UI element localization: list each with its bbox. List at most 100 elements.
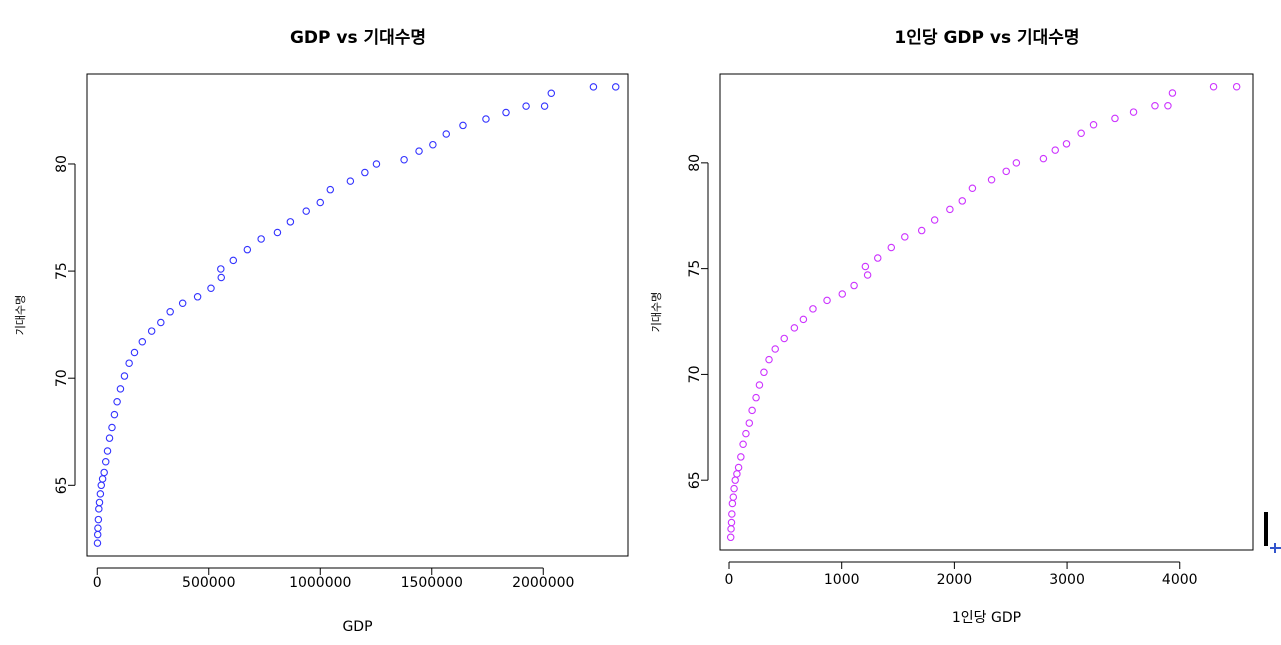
data-point	[193, 293, 202, 301]
data-point	[100, 468, 108, 477]
x-tick-label: 4000	[1162, 572, 1198, 588]
data-point	[125, 359, 133, 367]
data-point	[739, 440, 747, 448]
data-point	[771, 345, 779, 353]
data-point	[482, 115, 490, 123]
data-point	[94, 524, 102, 532]
data-point	[302, 207, 310, 215]
data-point	[273, 228, 282, 237]
data-point	[243, 245, 252, 254]
data-point	[887, 243, 896, 252]
data-point	[823, 296, 831, 305]
data-point	[958, 197, 967, 205]
data-point	[101, 457, 110, 466]
data-point	[400, 155, 408, 164]
data-point	[1051, 146, 1059, 154]
x-tick-label: 1000000	[289, 575, 351, 591]
data-point	[987, 176, 996, 184]
y-tick-label: 70	[54, 369, 70, 387]
data-point	[97, 481, 106, 490]
x-tick-label: 0	[725, 572, 734, 588]
data-point	[748, 406, 756, 415]
data-point	[930, 216, 939, 224]
data-point	[147, 327, 156, 335]
data-point	[809, 305, 817, 313]
plot-frame	[86, 73, 629, 557]
data-series	[93, 83, 620, 547]
x-tick-label: 2000000	[512, 575, 574, 591]
data-point	[429, 140, 437, 149]
data-point	[727, 525, 735, 533]
data-point	[1168, 89, 1177, 97]
data-point	[728, 510, 736, 518]
chart-title: 1인당 GDP vs 기대수명	[894, 28, 1079, 48]
data-point	[765, 355, 773, 364]
data-point	[901, 233, 909, 241]
data-point	[103, 447, 112, 455]
chart-title: GDP vs 기대수명	[290, 28, 426, 48]
data-point	[874, 254, 882, 262]
data-point	[589, 83, 598, 91]
data-point	[502, 108, 510, 117]
data-point	[1151, 101, 1159, 110]
data-point	[166, 308, 174, 316]
data-point	[522, 102, 530, 110]
data-point	[93, 530, 102, 539]
data-point	[730, 484, 738, 493]
data-point	[157, 318, 165, 327]
data-point	[760, 368, 768, 377]
data-point	[113, 398, 121, 406]
data-point	[130, 348, 139, 357]
data-point	[372, 160, 381, 168]
data-point	[1039, 154, 1048, 163]
data-point	[1209, 82, 1218, 91]
data-point	[726, 533, 735, 542]
data-point	[346, 177, 355, 185]
data-point	[178, 299, 187, 307]
data-point	[799, 315, 808, 324]
data-point	[257, 235, 265, 243]
y-tick-label: 65	[54, 476, 70, 494]
data-point	[94, 515, 103, 524]
data-point	[110, 410, 119, 419]
x-axis-label: 1인당 GDP	[952, 610, 1021, 626]
data-point	[863, 271, 872, 279]
plot-frame	[719, 73, 1254, 551]
data-point	[838, 290, 847, 298]
data-point	[108, 423, 116, 432]
data-series	[726, 82, 1241, 542]
data-point	[93, 539, 102, 547]
data-point	[780, 334, 788, 343]
data-point	[790, 324, 799, 332]
y-tick-label: 75	[54, 262, 70, 280]
data-point	[547, 89, 556, 98]
data-point	[850, 281, 858, 290]
x-tick-label: 2000	[937, 572, 973, 588]
data-point	[1164, 101, 1172, 110]
x-tick-label: 500000	[182, 575, 235, 591]
data-point	[459, 121, 467, 130]
data-point	[415, 147, 423, 155]
data-point	[286, 218, 295, 226]
data-point	[737, 453, 745, 461]
x-tick-label: 3000	[1049, 572, 1085, 588]
data-point	[1089, 121, 1098, 129]
data-point	[611, 83, 620, 91]
y-tick-label: 80	[54, 155, 70, 173]
y-tick-label: 80	[687, 154, 703, 172]
data-point	[733, 470, 741, 478]
data-point	[1077, 129, 1085, 137]
y-axis-label: 기대수명	[14, 295, 27, 335]
crosshair-cursor-icon	[1270, 543, 1281, 553]
x-tick-label: 1000	[824, 572, 860, 588]
gdp-vs-life-expectancy-chart: GDP vs 기대수명 0 500000 1000000 1500000 2000000 6…	[14, 28, 629, 635]
data-point	[540, 102, 549, 110]
data-point	[1129, 108, 1138, 116]
data-point	[742, 429, 750, 438]
data-point	[1232, 82, 1241, 91]
per-capita-gdp-vs-life-expectancy-chart: 1인당 GDP vs 기대수명 0 1000 2000 3000 4000 65 70 75 80…	[650, 28, 1254, 626]
data-point	[729, 493, 738, 501]
y-tick-label: 70	[687, 365, 703, 383]
data-point	[326, 185, 335, 194]
